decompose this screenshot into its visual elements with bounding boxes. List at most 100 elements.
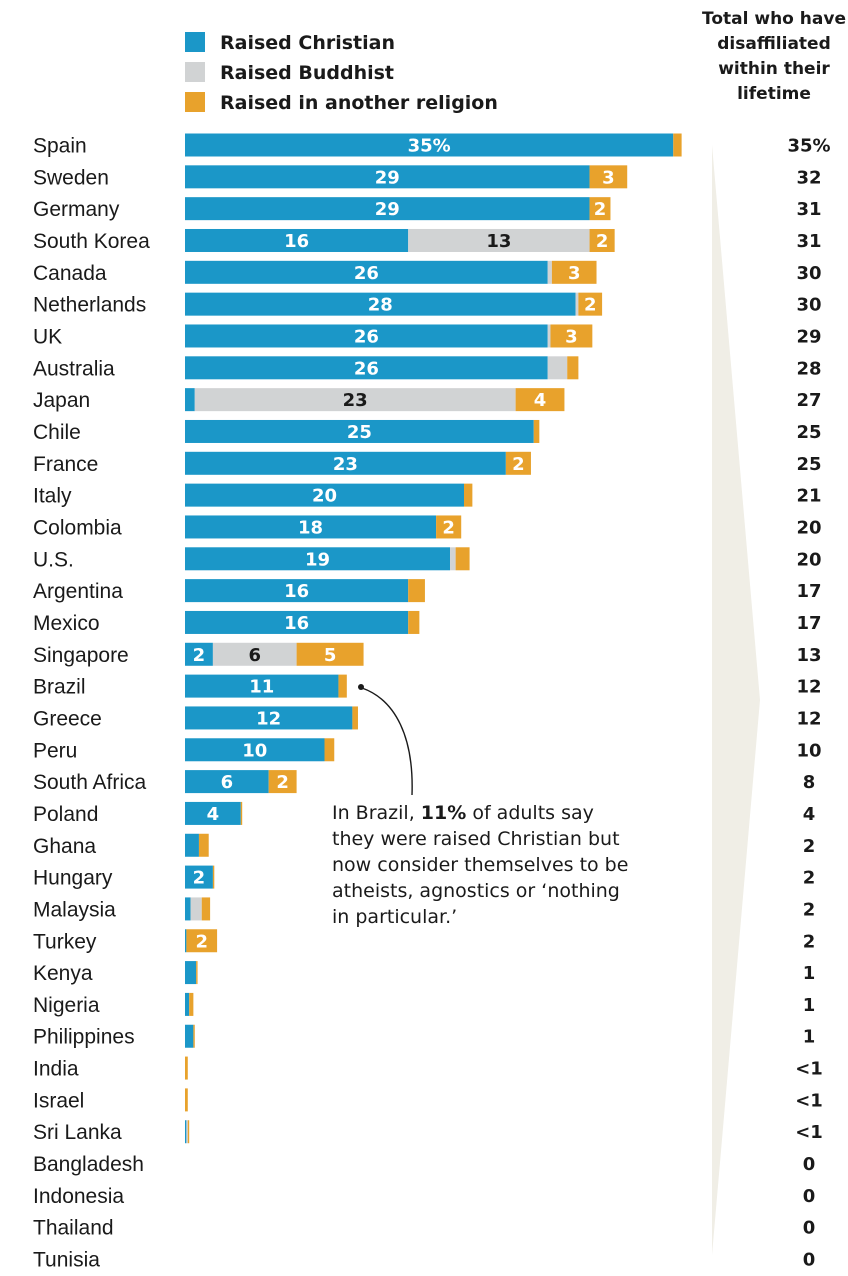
bar-value-label: 5 bbox=[324, 645, 337, 666]
total-value: 20 bbox=[796, 517, 821, 538]
bar-segment-other bbox=[193, 1024, 195, 1048]
bar-value-label: 26 bbox=[354, 263, 379, 284]
country-label: Sweden bbox=[33, 166, 109, 189]
bar-value-label: 12 bbox=[256, 708, 281, 729]
bar-value-label: 3 bbox=[602, 167, 615, 188]
total-value: 27 bbox=[796, 390, 821, 411]
total-value: 2 bbox=[803, 899, 816, 920]
bar-segment-buddhist bbox=[547, 356, 568, 380]
country-label: Argentina bbox=[33, 580, 123, 603]
bar-value-label: 25 bbox=[347, 422, 372, 443]
country-label: Netherlands bbox=[33, 294, 146, 317]
country-label: Colombia bbox=[33, 516, 122, 539]
bar-value-label: 2 bbox=[193, 868, 206, 889]
total-value: 31 bbox=[796, 199, 821, 220]
total-header-line: within their bbox=[718, 59, 830, 79]
country-label: Australia bbox=[33, 357, 115, 380]
legend-label-other: Raised in another religion bbox=[220, 92, 498, 114]
bar-value-label: 2 bbox=[512, 454, 525, 475]
country-label: South Korea bbox=[33, 230, 150, 253]
country-label: Brazil bbox=[33, 676, 86, 699]
country-label: France bbox=[33, 453, 98, 476]
country-label: Germany bbox=[33, 198, 120, 221]
total-value: 30 bbox=[796, 295, 821, 316]
total-header-line: disaffiliated bbox=[717, 34, 831, 54]
bar-segment-other bbox=[436, 515, 462, 539]
bar-segment-other bbox=[408, 610, 420, 634]
bar-segment-other bbox=[324, 738, 335, 762]
bar-segment-other bbox=[464, 483, 473, 507]
total-value: 20 bbox=[796, 549, 821, 570]
total-wedge-shape bbox=[712, 145, 760, 1255]
annotation-anchor-dot bbox=[358, 684, 364, 690]
country-label: Italy bbox=[33, 485, 72, 508]
country-label: Poland bbox=[33, 803, 98, 826]
country-label: Malaysia bbox=[33, 898, 116, 921]
bar-segment-other bbox=[196, 961, 198, 985]
bar-segment-other bbox=[212, 865, 215, 889]
bar-segment-christian bbox=[185, 1024, 194, 1048]
bar-segment-christian bbox=[185, 992, 190, 1016]
legend-label-christian: Raised Christian bbox=[220, 32, 395, 54]
bar-segment-other bbox=[296, 642, 364, 666]
bar-segment-other bbox=[201, 897, 211, 921]
bar-value-label: 2 bbox=[276, 772, 289, 793]
country-label: Sri Lanka bbox=[33, 1121, 122, 1144]
country-label: Japan bbox=[33, 389, 90, 412]
bar-segment-other bbox=[455, 547, 470, 571]
bar-segment-other bbox=[186, 929, 218, 953]
bar-segment-buddhist bbox=[408, 228, 590, 252]
country-label: Israel bbox=[33, 1089, 84, 1112]
country-label: Bangladesh bbox=[33, 1153, 144, 1176]
total-value: 8 bbox=[803, 772, 816, 793]
bar-segment-christian bbox=[185, 356, 548, 380]
total-value: 21 bbox=[796, 486, 821, 507]
country-label: UK bbox=[33, 325, 62, 348]
country-label: Kenya bbox=[33, 962, 93, 985]
bar-segment-buddhist bbox=[212, 642, 297, 666]
bar-value-label: 19 bbox=[305, 549, 330, 570]
bar-value-label: 16 bbox=[284, 231, 309, 252]
bar-value-label: 4 bbox=[534, 390, 547, 411]
total-value: 0 bbox=[803, 1154, 816, 1175]
bar-segment-christian bbox=[185, 451, 506, 475]
bar-segment-buddhist bbox=[575, 292, 579, 316]
total-header-line: Total who have bbox=[702, 9, 846, 29]
bar-value-label: 23 bbox=[343, 390, 368, 411]
country-label: Peru bbox=[33, 739, 77, 762]
bar-segment-buddhist bbox=[547, 260, 552, 284]
bar-segment-other bbox=[551, 260, 597, 284]
country-label: India bbox=[33, 1058, 79, 1081]
brazil-annotation: In Brazil, 11% of adults say they were r… bbox=[332, 800, 632, 930]
country-label: Tunisia bbox=[33, 1249, 100, 1272]
bar-segment-christian bbox=[185, 515, 437, 539]
total-value: 12 bbox=[796, 677, 821, 698]
bar-segment-other bbox=[268, 770, 297, 794]
bar-value-label: 2 bbox=[193, 645, 206, 666]
bar-segment-christian bbox=[185, 228, 409, 252]
bar-segment-other bbox=[578, 292, 603, 316]
country-label: South Africa bbox=[33, 771, 147, 794]
bar-segment-other bbox=[189, 992, 194, 1016]
bar-segment-other bbox=[589, 228, 615, 252]
country-label: Turkey bbox=[33, 930, 97, 953]
bar-value-label: 18 bbox=[298, 517, 323, 538]
bar-segment-christian bbox=[185, 292, 576, 316]
bar-segment-other bbox=[673, 133, 682, 157]
annotation-leader-line bbox=[361, 687, 413, 796]
total-value: 0 bbox=[803, 1250, 816, 1271]
bar-value-label: 16 bbox=[284, 613, 309, 634]
bar-value-label: 6 bbox=[248, 645, 261, 666]
bar-value-label: 29 bbox=[375, 199, 400, 220]
total-value: <1 bbox=[795, 1059, 823, 1080]
total-value: 25 bbox=[796, 422, 821, 443]
bar-value-label: 23 bbox=[333, 454, 358, 475]
country-label: Chile bbox=[33, 421, 81, 444]
country-label: U.S. bbox=[33, 548, 74, 571]
bar-segment-other bbox=[589, 197, 611, 221]
total-value: 0 bbox=[803, 1186, 816, 1207]
country-label: Greece bbox=[33, 707, 102, 730]
country-label: Singapore bbox=[33, 644, 129, 667]
bar-segment-christian bbox=[185, 165, 590, 189]
